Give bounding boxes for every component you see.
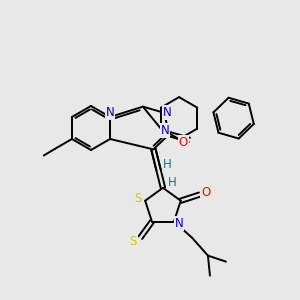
- Text: H: H: [168, 176, 176, 189]
- Text: S: S: [130, 235, 137, 248]
- Text: O: O: [201, 186, 210, 199]
- Text: H: H: [163, 158, 172, 171]
- Text: S: S: [134, 192, 142, 205]
- Text: N: N: [106, 106, 114, 119]
- Text: N: N: [160, 124, 169, 137]
- Text: N: N: [175, 217, 183, 230]
- Text: N: N: [163, 106, 171, 119]
- Text: O: O: [179, 136, 188, 149]
